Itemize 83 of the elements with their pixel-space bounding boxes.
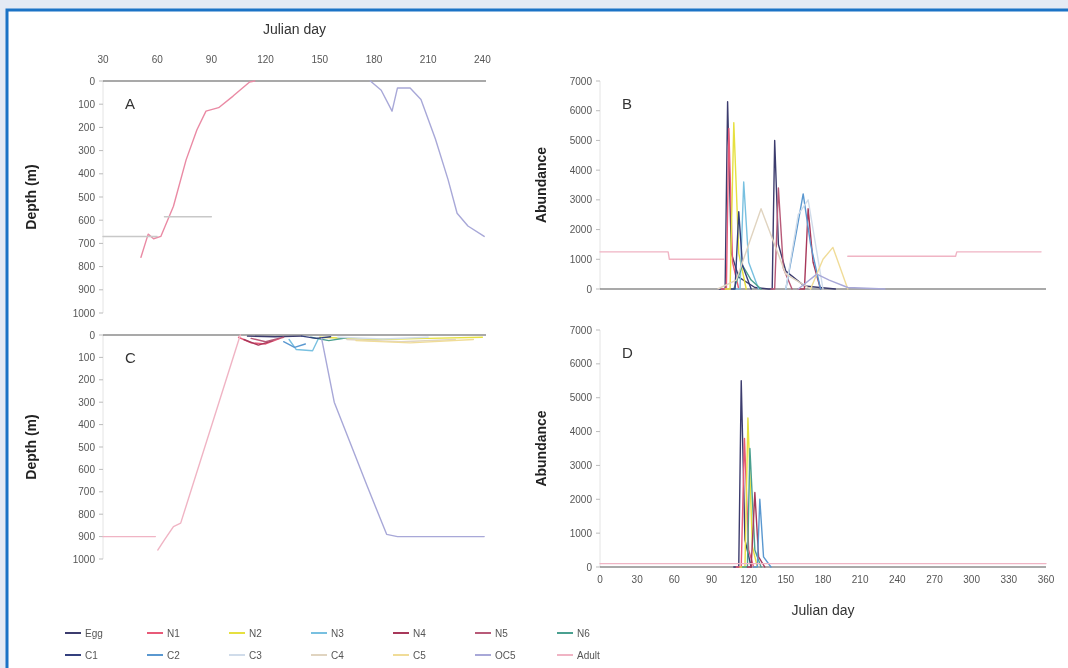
- y-tick-label: 600: [78, 463, 96, 475]
- y-tick-label: 500: [78, 191, 96, 203]
- annotation: D: [622, 344, 633, 361]
- legend-label: N5: [495, 627, 509, 639]
- x-tick-label: 180: [814, 574, 832, 585]
- y-tick-label: 7000: [569, 75, 593, 87]
- y-tick-label: 300: [78, 145, 96, 157]
- x-tick-label: 90: [205, 54, 218, 65]
- y-axis-title: Abundance: [533, 410, 549, 487]
- y-tick-label: 0: [89, 75, 96, 87]
- y-tick-label: 3000: [569, 459, 593, 471]
- y-tick-label: 1000: [569, 527, 593, 539]
- legend-label: C5: [413, 649, 427, 661]
- x-tick-label: 300: [963, 574, 981, 585]
- y-tick-label: 300: [78, 396, 96, 408]
- x-tick-label: 30: [631, 574, 644, 585]
- x-tick-label: 240: [474, 54, 492, 65]
- y-tick-label: 0: [586, 561, 593, 573]
- x-tick-label: 210: [419, 54, 437, 65]
- annotation: A: [125, 95, 136, 112]
- y-tick-label: 6000: [569, 105, 593, 117]
- y-tick-label: 4000: [569, 426, 593, 438]
- x-tick-label: 210: [851, 574, 869, 585]
- x-tick-label: 90: [705, 574, 718, 585]
- y-tick-label: 0: [586, 283, 593, 295]
- legend-label: N3: [331, 627, 345, 639]
- legend-label: N6: [577, 627, 591, 639]
- y-tick-label: 4000: [569, 164, 593, 176]
- legend-label: C3: [249, 649, 263, 661]
- y-tick-label: 400: [78, 168, 96, 180]
- x-tick-label: 150: [777, 574, 795, 585]
- x-tick-label: 60: [668, 574, 681, 585]
- y-tick-label: 2000: [569, 493, 593, 505]
- y-tick-label: 1000: [72, 553, 96, 565]
- y-tick-label: 900: [78, 284, 96, 296]
- y-tick-label: 800: [78, 508, 96, 520]
- y-tick-label: 0: [89, 329, 96, 341]
- legend-label: C1: [85, 649, 99, 661]
- x-tick-label: 270: [926, 574, 944, 585]
- annotation: B: [622, 95, 633, 112]
- legend-label: C4: [331, 649, 345, 661]
- y-tick-label: 600: [78, 214, 96, 226]
- x-axis-title: Julian day: [791, 602, 855, 618]
- y-tick-label: 500: [78, 441, 96, 453]
- y-tick-label: 900: [78, 531, 96, 543]
- y-axis-title: Depth (m): [23, 164, 39, 230]
- legend-label: Adult: [577, 649, 601, 661]
- y-tick-label: 200: [78, 374, 96, 386]
- y-axis-title: Depth (m): [23, 414, 39, 480]
- y-tick-label: 7000: [569, 324, 593, 336]
- x-tick-label: 0: [597, 574, 604, 585]
- y-axis-title: Abundance: [533, 146, 549, 224]
- y-tick-label: 100: [78, 351, 96, 363]
- y-tick-label: 100: [78, 98, 96, 110]
- legend-label: N1: [167, 627, 181, 639]
- y-tick-label: 700: [78, 237, 96, 249]
- y-tick-label: 2000: [569, 224, 593, 236]
- legend-label: OC5: [495, 649, 516, 661]
- x-tick-label: 120: [740, 574, 758, 585]
- x-tick-label: 30: [97, 54, 109, 65]
- y-tick-label: 800: [78, 261, 96, 273]
- x-tick-label: 180: [365, 54, 383, 65]
- y-tick-label: 200: [78, 121, 96, 133]
- y-tick-label: 5000: [569, 134, 593, 146]
- x-tick-label: 360: [1037, 574, 1055, 585]
- y-tick-label: 6000: [569, 358, 593, 370]
- legend-label: N2: [249, 627, 263, 639]
- legend-label: N4: [413, 627, 427, 639]
- y-tick-label: 700: [78, 486, 96, 498]
- y-tick-label: 1000: [569, 253, 593, 265]
- y-tick-label: 400: [78, 419, 96, 431]
- x-tick-label: 240: [888, 574, 907, 585]
- legend-label: Egg: [85, 627, 103, 639]
- x-tick-label: 120: [257, 54, 275, 65]
- y-tick-label: 1000: [72, 307, 96, 319]
- legend-label: C2: [167, 649, 181, 661]
- x-tick-label: 150: [311, 54, 329, 65]
- x-tick-label: 60: [151, 54, 164, 65]
- x-tick-label: 330: [1000, 574, 1018, 585]
- y-tick-label: 5000: [569, 392, 593, 404]
- annotation: C: [125, 349, 136, 366]
- y-tick-label: 3000: [569, 194, 593, 206]
- x-axis-title: Julian day: [262, 21, 327, 37]
